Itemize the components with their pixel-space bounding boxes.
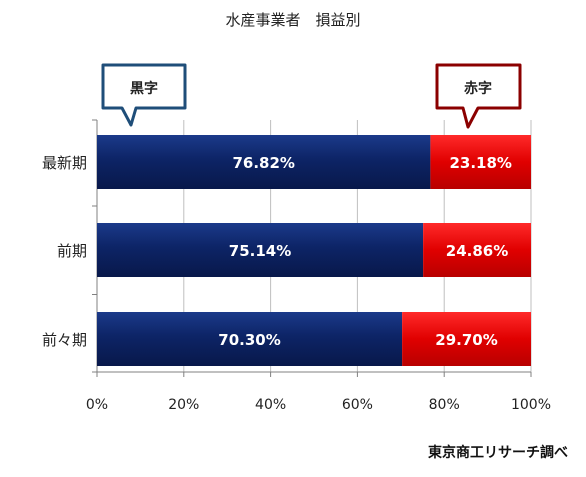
bar-label-profit-1: 75.14% [229,242,291,260]
bar-loss-2 [402,312,531,366]
bar-profit-1 [97,223,424,277]
x-tick-label-0: 0% [86,397,108,413]
callout-loss-label: 赤字 [464,80,492,97]
x-tick-label-4: 80% [429,397,460,413]
bar-label-loss-1: 24.86% [446,242,508,260]
bar-loss-0 [430,135,531,189]
bars: 76.82% 23.18% 75.14% 24.86% 70.30% 29.70% [97,135,531,366]
bar-profit-0 [97,135,431,189]
category-label-1: 前期 [57,242,87,260]
source-note: 東京商工リサーチ調べ [428,444,568,461]
x-tick-label-2: 40% [255,397,286,413]
chart-title: 水産事業者 損益別 [225,11,360,29]
x-tick-label-1: 20% [168,397,199,413]
x-tick-label-5: 100% [511,397,551,413]
callout-loss-shape [435,63,522,129]
callout-profit-label: 黒字 [130,80,158,97]
bar-label-profit-0: 76.82% [232,154,294,172]
bar-loss-1 [423,223,531,277]
legend-callout-loss: 赤字 [435,63,522,129]
category-label-2: 前々期 [42,331,87,349]
callout-profit-shape [101,63,187,127]
category-label-0: 最新期 [42,154,87,172]
bar-label-loss-0: 23.18% [449,154,511,172]
bar-profit-2 [97,312,403,366]
legend-callout-profit: 黒字 [101,63,187,127]
bar-label-profit-2: 70.30% [218,331,280,349]
bar-label-loss-2: 29.70% [435,331,497,349]
x-tick-labels: 0% 20% 40% 60% 80% 100% [86,397,551,413]
x-tick-label-3: 60% [342,397,373,413]
